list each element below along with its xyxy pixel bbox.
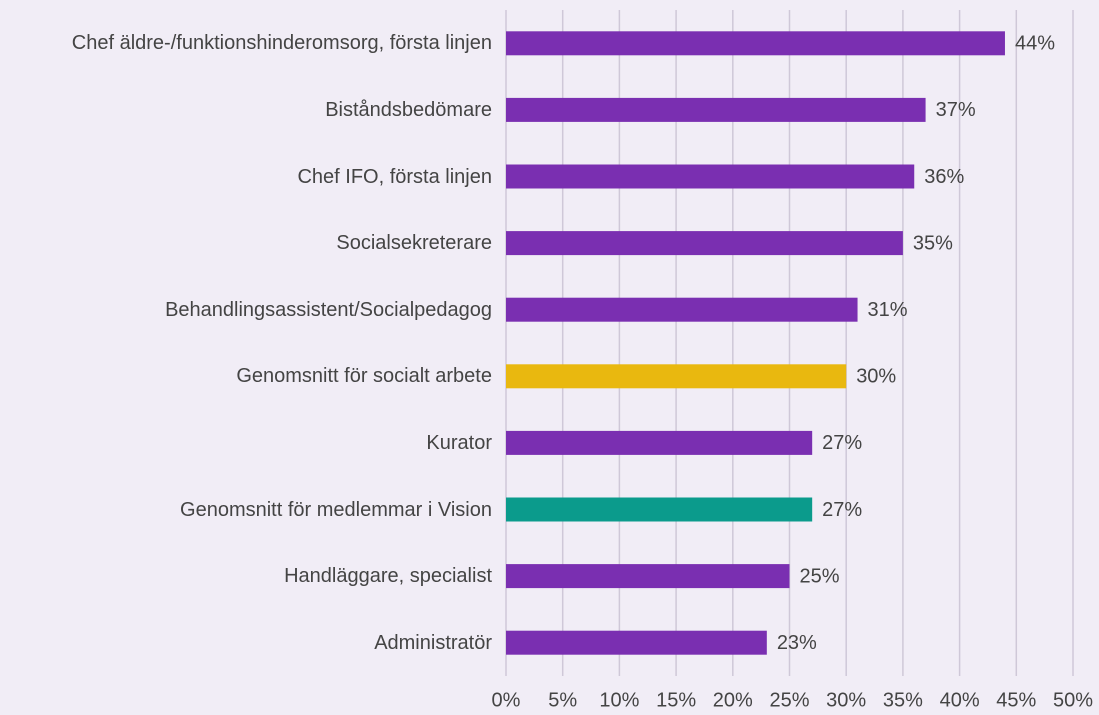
- category-label: Socialsekreterare: [336, 232, 492, 255]
- x-tick-label: 30%: [826, 689, 866, 711]
- value-label: 44%: [1015, 33, 1055, 55]
- x-tick-label: 10%: [599, 689, 639, 711]
- x-tick-label: 45%: [996, 689, 1036, 711]
- x-tick-label: 25%: [769, 689, 809, 711]
- bar: [506, 164, 915, 189]
- category-label: Chef äldre-/funktionshinderomsorg, först…: [71, 32, 492, 55]
- category-label: Biståndsbedömare: [325, 98, 492, 121]
- x-tick-label: 40%: [940, 689, 980, 711]
- bar: [506, 31, 1005, 56]
- category-label: Genomsnitt för medlemmar i Vision: [180, 498, 492, 521]
- bar: [506, 364, 847, 389]
- value-label: 37%: [936, 99, 976, 121]
- bar: [506, 430, 813, 455]
- category-label: Kurator: [426, 431, 492, 454]
- value-label: 27%: [822, 432, 862, 454]
- category-label: Genomsnitt för socialt arbete: [236, 365, 492, 388]
- value-label: 23%: [777, 632, 817, 654]
- bar: [506, 630, 767, 655]
- x-tick-label: 5%: [548, 689, 577, 711]
- category-label: Behandlingsassistent/Socialpedagog: [165, 298, 492, 321]
- value-label: 27%: [822, 499, 862, 521]
- category-label: Chef IFO, första linjen: [297, 165, 492, 188]
- value-label: 35%: [913, 232, 953, 254]
- x-tick-label: 35%: [883, 689, 923, 711]
- value-label: 36%: [924, 166, 964, 188]
- category-label: Administratör: [374, 631, 492, 654]
- x-tick-label: 0%: [492, 689, 521, 711]
- bar: [506, 297, 858, 322]
- x-tick-label: 15%: [656, 689, 696, 711]
- value-label: 31%: [868, 299, 908, 321]
- x-tick-label: 50%: [1053, 689, 1093, 711]
- value-label: 25%: [800, 565, 840, 587]
- value-label: 30%: [856, 366, 896, 388]
- bar: [506, 231, 903, 256]
- x-tick-label: 20%: [713, 689, 753, 711]
- bar: [506, 497, 813, 522]
- bar: [506, 564, 790, 589]
- category-label: Handläggare, specialist: [284, 565, 492, 588]
- bar: [506, 97, 926, 122]
